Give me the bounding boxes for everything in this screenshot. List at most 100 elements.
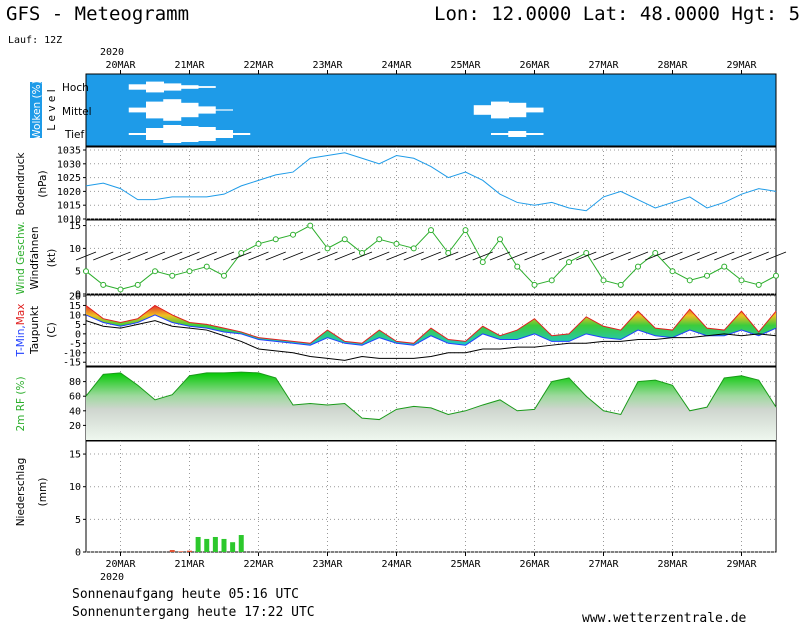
- wind-barb: [265, 251, 286, 261]
- wind-speed-point: [428, 227, 434, 234]
- wind-barb: [162, 251, 183, 261]
- temperature-min-line: [85, 314, 777, 346]
- run-label: Lauf: 12Z: [8, 35, 62, 46]
- temperature-label-max: Max: [15, 304, 27, 326]
- humidity-tick: 60: [69, 392, 81, 403]
- website-link[interactable]: www.wetterzentrale.de: [582, 611, 747, 626]
- wind-barb: [507, 251, 528, 261]
- date-label-bottom: 26MAR: [519, 559, 550, 570]
- svg-text:T-Min,Max: T-Min,Max: [15, 304, 27, 358]
- wind-barb: [438, 251, 459, 261]
- cloud-cover-hoch: [128, 84, 147, 90]
- pressure-tick: 1025: [57, 173, 81, 184]
- cloud-cover-hoch: [146, 81, 164, 93]
- cloud-cover-mittel: [473, 105, 492, 115]
- cloud-cover-hoch: [197, 86, 216, 88]
- date-label-bottom: 27MAR: [588, 559, 619, 570]
- wind-barb: [144, 251, 166, 261]
- wind-speed-point: [755, 281, 762, 288]
- cloud-cover-areas: [128, 81, 544, 143]
- cloud-cover-mittel: [146, 101, 164, 119]
- wind-speed-point: [600, 277, 607, 284]
- cloud-cover-tief: [163, 125, 182, 143]
- temperature-max-line: [85, 304, 777, 344]
- date-axis-top: 20MAR 21MAR 22MAR 23MAR 24MAR 25MAR 26MAR 27MAR…: [105, 60, 758, 74]
- wind-speed-point: [669, 268, 676, 275]
- wind-speed-point: [462, 227, 469, 234]
- wind-barb: [386, 251, 407, 261]
- cloud-cover-hoch: [163, 83, 182, 91]
- precipitation-bar: [178, 551, 184, 552]
- wind-barb: [558, 251, 580, 261]
- temperature-dewpoint-label: Taupunkt: [29, 306, 41, 355]
- wind-barb: [696, 251, 718, 261]
- date-label-bottom: 28MAR: [657, 559, 688, 570]
- cloud-cover-tief: [232, 133, 251, 135]
- humidity-tick: 80: [69, 377, 81, 388]
- temperature-tick: -10: [63, 348, 81, 359]
- wind-barb: [110, 251, 131, 261]
- wind-speed-point: [359, 249, 365, 256]
- wind-barb: [248, 251, 269, 261]
- date-label-bottom: 21MAR: [174, 559, 205, 570]
- precipitation-bar: [195, 536, 201, 552]
- pressure-tick: 1010: [57, 215, 81, 226]
- temperature-tick: 10: [69, 310, 81, 321]
- wind-barb: [748, 251, 769, 261]
- temperature-tick: 5: [75, 320, 81, 331]
- date-label-bottom: 29MAR: [726, 559, 757, 570]
- precipitation-bar: [187, 550, 192, 552]
- wind-barb: [765, 251, 787, 261]
- wind-speed-point: [290, 231, 296, 238]
- date-label-top: 28MAR: [657, 60, 688, 71]
- wind-barb: [576, 251, 597, 261]
- wind-barb: [524, 251, 545, 261]
- date-label-top: 29MAR: [726, 60, 757, 71]
- cloud-cover-tief: [146, 128, 164, 140]
- wind-barb: [403, 251, 424, 261]
- cloud-cover-tief: [197, 127, 216, 141]
- pressure-line: [85, 152, 777, 212]
- wind-barb: [351, 251, 373, 261]
- date-label-bottom: 22MAR: [243, 559, 274, 570]
- pressure-tick: 1035: [57, 146, 81, 157]
- date-label-top: 22MAR: [243, 60, 274, 71]
- pressure-unit: (hPa): [37, 170, 49, 197]
- cloud-cover-hoch: [180, 85, 199, 89]
- cloud-cover-tief: [128, 133, 147, 135]
- wind-speed-point: [704, 272, 710, 279]
- date-label-top: 24MAR: [381, 60, 412, 71]
- sunrise-text: Sonnenaufgang heute 05:16 UTC: [72, 587, 299, 602]
- wind-speed-point: [686, 277, 693, 284]
- precipitation-unit: (mm): [37, 478, 49, 507]
- cloud-cover-tief: [508, 131, 527, 137]
- wind-barb: [317, 251, 338, 261]
- wind-speed-point: [221, 272, 227, 279]
- wind-speed-point: [255, 240, 262, 247]
- date-label-top: 27MAR: [588, 60, 619, 71]
- wind-speed-point: [100, 281, 107, 288]
- wind-panel: Wind Geschw. Windfahnen (kt): [15, 219, 777, 295]
- precipitation-panel-frame: [85, 440, 777, 553]
- cloud-cover-tief: [215, 130, 233, 138]
- cloud-panel: Wolken (%) L e v e l Hoch Mittel Tief: [30, 73, 777, 147]
- wind-speed-point: [548, 277, 555, 284]
- temperature-tick: -15: [63, 358, 81, 369]
- wind-barb: [334, 251, 355, 261]
- wind-barb: [472, 251, 493, 261]
- temperature-unit: (C): [46, 322, 58, 338]
- humidity-tick: 40: [69, 406, 81, 417]
- wind-barb: [420, 251, 442, 261]
- precipitation-bar: [230, 542, 236, 552]
- wind-speed-point: [169, 272, 176, 279]
- year-label-bottom: 2020: [100, 572, 124, 583]
- precipitation-bar: [212, 536, 218, 552]
- wind-speed-point: [617, 281, 624, 288]
- temperature-tick: 15: [69, 301, 81, 312]
- cloud-cover-mittel: [163, 99, 182, 121]
- wind-speed-point: [479, 259, 486, 266]
- cloud-cover-mittel: [525, 107, 544, 113]
- pressure-tick: 1030: [57, 159, 81, 170]
- cloud-cover-mittel: [128, 107, 147, 113]
